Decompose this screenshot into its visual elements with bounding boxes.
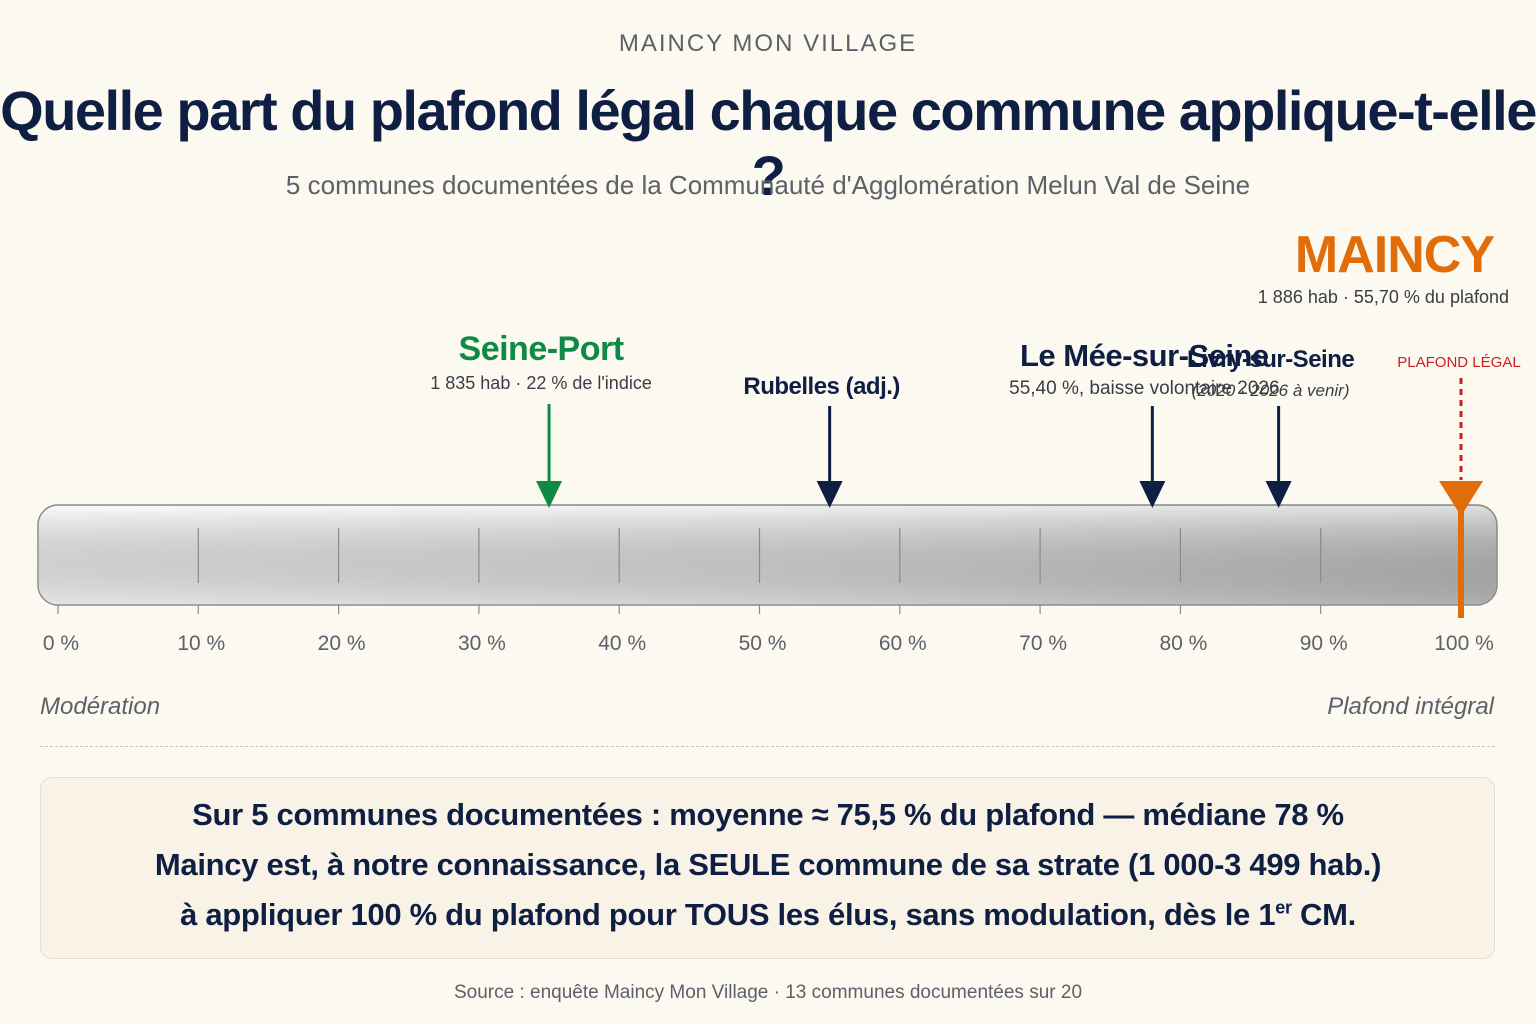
point-le-mee: Le Mée-sur-Seine 55,40 %, baisse volontai… <box>1009 338 1280 508</box>
summary-line-3-sup: er <box>1275 897 1292 918</box>
summary-line-3: à appliquer 100 % du plafond pour TOUS l… <box>0 897 1536 933</box>
summary-box <box>40 777 1495 959</box>
point-detail-le-mee: 55,40 %, baisse volontaire 2026 <box>1009 378 1279 399</box>
maincy-marker-head <box>1439 481 1483 516</box>
tick-label: 40 % <box>598 632 646 655</box>
summary-line-3-end: CM. <box>1291 897 1356 932</box>
source-note: Source : enquête Maincy Mon Village · 13… <box>453 982 1083 1003</box>
point-arrow-head <box>536 481 563 508</box>
reference-plafond: PLAFOND LÉGAL <box>1397 354 1521 480</box>
scale-chart: 0 % 10 % 20 % 30 % 40 % 50 % 60 % 70 % 80 % 90 % 1… <box>37 226 1521 720</box>
summary-line-2: Maincy est, à notre connaissance, la SEU… <box>154 847 1382 882</box>
tick-label: 20 % <box>318 632 366 655</box>
tick-label: 80 % <box>1159 632 1207 655</box>
point-arrow-head <box>1265 481 1292 508</box>
point-label-livry: Livry-sur-Seine <box>1187 346 1354 373</box>
point-arrow-head <box>816 481 843 508</box>
tick-label: 50 % <box>739 632 787 655</box>
page-title: Quelle part du plafond légal chaque comm… <box>0 79 1536 207</box>
point-label-le-mee: Le Mée-sur-Seine <box>1020 338 1269 373</box>
point-arrow-head <box>1139 481 1166 508</box>
summary-line-3-main: à appliquer 100 % du plafond pour TOUS l… <box>180 897 1276 932</box>
kicker: MAINCY MON VILLAGE <box>618 30 918 57</box>
scale-right-label: Plafond intégral <box>1327 693 1494 720</box>
scale-bar-shade <box>39 506 1496 604</box>
point-label-seine-port: Seine-Port <box>459 330 624 368</box>
tick-label: 0 % <box>43 632 79 655</box>
point-label-rubelles: Rubelles (adj.) <box>743 373 900 400</box>
tick-label: 70 % <box>1019 632 1067 655</box>
point-detail-seine-port: 1 835 hab · 22 % de l'indice <box>430 373 652 393</box>
point-rubelles: Rubelles (adj.) <box>743 373 900 508</box>
tick-label: 90 % <box>1300 632 1348 655</box>
tick-label: 60 % <box>879 632 927 655</box>
point-detail-livry: (2020 · 2026 à venir) <box>1192 381 1350 400</box>
point-maincy: MAINCY 1 886 hab · 55,70 % du plafond <box>1258 226 1509 618</box>
reference-label: PLAFOND LÉGAL <box>1397 354 1520 371</box>
scale-left-label: Modération <box>40 693 160 720</box>
point-label-maincy: MAINCY <box>1295 226 1494 284</box>
summary-line-1: Sur 5 communes documentées : moyenne ≈ 7… <box>192 797 1344 832</box>
tick-label: 10 % <box>177 632 225 655</box>
point-detail-maincy: 1 886 hab · 55,70 % du plafond <box>1258 287 1509 307</box>
page-subtitle: 5 communes documentées de la Communauté … <box>285 170 1251 200</box>
tick-label: 100 % <box>1434 632 1494 655</box>
divider <box>40 746 1495 747</box>
point-seine-port: Seine-Port 1 835 hab · 22 % de l'indice <box>430 330 652 508</box>
tick-label: 30 % <box>458 632 506 655</box>
point-livry: Livry-sur-Seine (2020 · 2026 à venir) <box>1187 346 1355 508</box>
